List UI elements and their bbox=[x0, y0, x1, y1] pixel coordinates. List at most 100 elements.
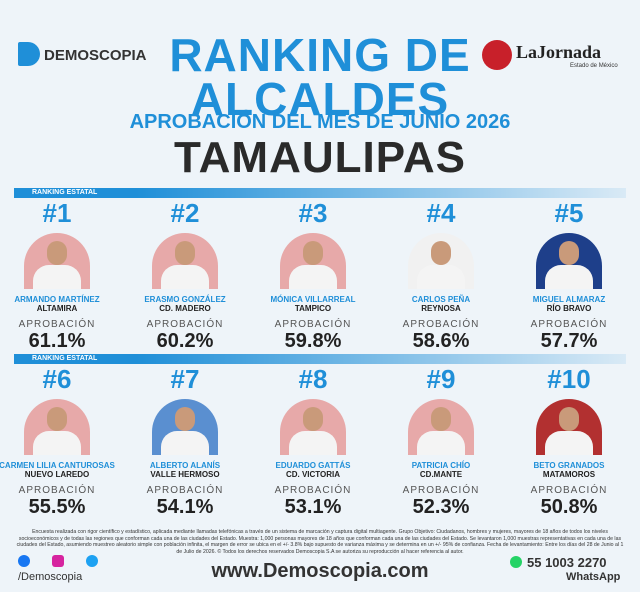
body bbox=[289, 265, 337, 289]
state: TAMAULIPAS bbox=[174, 133, 466, 182]
candidate-name: CARMEN LILIA CANTUROSAS bbox=[0, 461, 115, 470]
disclaimer: Encuesta realizada con rigor científico … bbox=[16, 529, 624, 555]
approval: 58.6% bbox=[412, 330, 470, 352]
candidate-card: #3 MÓNICA VILLARREAL TAMPICO APROBACIÓN 59.8… bbox=[249, 198, 377, 353]
approval-label: APROBACIÓN bbox=[402, 319, 480, 330]
rank: #4 bbox=[426, 198, 456, 228]
city: CD. MADERO bbox=[159, 304, 211, 313]
approval-label: APROBACIÓN bbox=[530, 485, 608, 496]
phone: 55 1003 2270 bbox=[527, 555, 607, 570]
approval: 57.7% bbox=[540, 330, 598, 352]
partner-logo bbox=[482, 40, 512, 70]
candidate-card: #4 CARLOS PEÑA REYNOSA APROBACIÓN 58.6% bbox=[377, 198, 505, 353]
head bbox=[559, 407, 579, 431]
body bbox=[417, 431, 465, 455]
partner: LaJornada bbox=[516, 42, 602, 62]
candidate-name: ARMANDO MARTÍNEZ bbox=[14, 295, 100, 304]
body bbox=[33, 431, 81, 455]
head bbox=[431, 407, 451, 431]
photo bbox=[280, 399, 346, 455]
city: RÍO BRAVO bbox=[546, 304, 592, 313]
section-tag: RANKING ESTATAL bbox=[14, 188, 626, 198]
candidate-name: CARLOS PEÑA bbox=[411, 295, 471, 304]
candidate-name: MIGUEL ALMARAZ bbox=[532, 295, 606, 304]
phone-label: WhatsApp bbox=[566, 571, 621, 583]
photo bbox=[152, 399, 218, 455]
body bbox=[545, 265, 593, 289]
rank: #3 bbox=[298, 198, 328, 228]
rank: #6 bbox=[42, 364, 72, 394]
social-icons bbox=[18, 554, 98, 572]
head bbox=[431, 241, 451, 265]
section-tag: RANKING ESTATAL bbox=[14, 354, 626, 364]
brand-logo bbox=[18, 42, 40, 66]
candidate-card: #9 PATRICIA CHÍO CD.MANTE APROBACIÓN 52.3% bbox=[377, 364, 505, 519]
photo bbox=[152, 233, 218, 289]
candidate-name: PATRICIA CHÍO bbox=[411, 461, 471, 470]
brand: DEMOSCOPIA bbox=[44, 47, 147, 64]
rank: #8 bbox=[298, 364, 328, 394]
candidate-card: #8 EDUARDO GATTÁS CD. VICTORIA APROBACIÓN 53… bbox=[249, 364, 377, 519]
title: RANKING DE bbox=[169, 29, 471, 81]
approval: 50.8% bbox=[540, 496, 598, 518]
photo bbox=[536, 233, 602, 289]
head bbox=[47, 241, 67, 265]
website[interactable]: www.Demoscopia.com bbox=[211, 560, 429, 582]
approval-label: APROBACIÓN bbox=[274, 319, 352, 330]
head bbox=[47, 407, 67, 431]
approval: 53.1% bbox=[284, 496, 342, 518]
photo bbox=[24, 233, 90, 289]
city: MATAMOROS bbox=[542, 470, 596, 479]
candidate-card: #2 ERASMO GONZÁLEZ CD. MADERO APROBACIÓN 60.… bbox=[121, 198, 249, 353]
city: ALTAMIRA bbox=[36, 304, 78, 313]
approval: 52.3% bbox=[412, 496, 470, 518]
rank: #2 bbox=[170, 198, 200, 228]
head bbox=[175, 241, 195, 265]
body bbox=[289, 431, 337, 455]
subtitle: APROBACIÓN DEL MES DE JUNIO 2026 bbox=[129, 111, 511, 133]
body bbox=[33, 265, 81, 289]
head bbox=[303, 407, 323, 431]
approval: 59.8% bbox=[284, 330, 342, 352]
photo bbox=[24, 399, 90, 455]
candidate-name: ERASMO GONZÁLEZ bbox=[144, 295, 226, 304]
candidate-name: EDUARDO GATTÁS bbox=[275, 461, 351, 470]
social: /Demoscopia bbox=[18, 571, 83, 583]
body bbox=[161, 265, 209, 289]
approval-label: APROBACIÓN bbox=[274, 485, 352, 496]
body bbox=[545, 431, 593, 455]
head bbox=[559, 241, 579, 265]
approval-label: APROBACIÓN bbox=[18, 485, 96, 496]
city: REYNOSA bbox=[421, 304, 461, 313]
photo bbox=[408, 399, 474, 455]
head bbox=[175, 407, 195, 431]
approval: 54.1% bbox=[156, 496, 214, 518]
body bbox=[417, 265, 465, 289]
rank: #5 bbox=[554, 198, 584, 228]
partner-sub: Estado de México bbox=[570, 63, 618, 69]
approval-label: APROBACIÓN bbox=[146, 319, 224, 330]
city: TAMPICO bbox=[294, 304, 332, 313]
candidate-name: ALBERTO ALANÍS bbox=[149, 461, 221, 470]
approval-label: APROBACIÓN bbox=[402, 485, 480, 496]
candidate-card: #10 BETO GRANADOS MATAMOROS APROBACIÓN 50.8% bbox=[505, 364, 633, 519]
rank: #7 bbox=[170, 364, 200, 394]
approval: 60.2% bbox=[156, 330, 214, 352]
city: NUEVO LAREDO bbox=[24, 470, 90, 479]
candidate-name: BETO GRANADOS bbox=[533, 461, 605, 470]
title: ALCALDES bbox=[190, 73, 450, 125]
candidate-name: MÓNICA VILLARREAL bbox=[270, 295, 356, 304]
body bbox=[161, 431, 209, 455]
photo bbox=[536, 399, 602, 455]
rank: #1 bbox=[42, 198, 72, 228]
candidate-card: #1 ARMANDO MARTÍNEZ ALTAMIRA APROBACIÓN 61.1… bbox=[0, 198, 121, 353]
whatsapp-icon bbox=[510, 556, 522, 568]
rank: #10 bbox=[547, 364, 591, 394]
candidate-card: #6 CARMEN LILIA CANTUROSAS NUEVO LAREDO APR… bbox=[0, 364, 121, 519]
candidate-card: #7 ALBERTO ALANÍS VALLE HERMOSO APROBACIÓN 5… bbox=[121, 364, 249, 519]
approval-label: APROBACIÓN bbox=[18, 319, 96, 330]
photo bbox=[280, 233, 346, 289]
head bbox=[303, 241, 323, 265]
photo bbox=[408, 233, 474, 289]
